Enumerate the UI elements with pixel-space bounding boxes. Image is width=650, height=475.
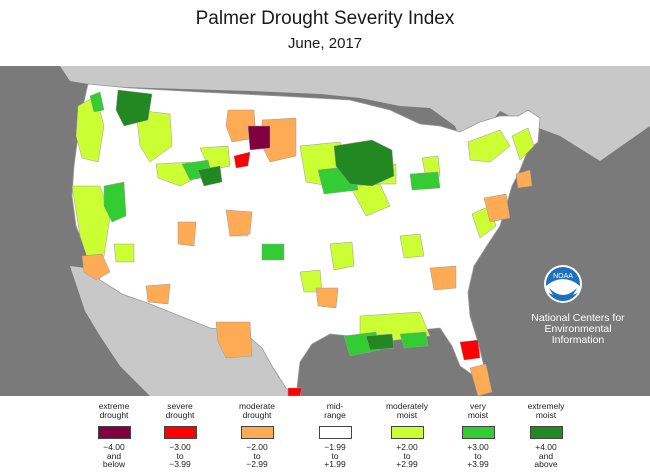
moderately-moist-regions <box>71 95 535 343</box>
legend-item-mid-range: mid-range −1.99 to +1.99 <box>290 402 380 469</box>
moderate-drought-regions <box>81 109 533 396</box>
map-svg <box>60 66 650 396</box>
us-drought-map <box>0 66 650 396</box>
legend-swatch <box>240 426 274 439</box>
legend-item-moderate-drought: moderate drought −2.00 to −2.99 <box>239 401 275 470</box>
legend-swatch <box>163 426 197 439</box>
severe-drought-regions <box>233 151 481 396</box>
legend-item-very-moist: very moist +3.00 to +3.99 <box>433 402 523 469</box>
credit-line-1: National Centers for <box>531 312 625 324</box>
mexico-land <box>70 266 300 396</box>
extreme-drought-regions <box>247 125 271 151</box>
ncei-credit: National Centers for Environmental Infor… <box>508 313 648 346</box>
legend-swatch <box>461 426 495 439</box>
noaa-emblem-icon: NOAA <box>544 265 582 303</box>
legend: extreme drought −4.00 and below severe droug… <box>0 402 650 475</box>
map-title: Palmer Drought Severity Index <box>195 8 455 29</box>
legend-swatch <box>97 426 131 439</box>
map-subtitle: June, 2017 <box>287 35 363 52</box>
extremely-moist-regions <box>115 89 395 351</box>
noaa-logo: NOAA <box>543 264 583 304</box>
credit-line-3: Information <box>551 334 605 346</box>
legend-item-extremely-moist: extremely moist +4.00 and above <box>527 401 565 470</box>
legend-swatch <box>529 426 563 439</box>
canada-land <box>60 66 650 161</box>
legend-item-severe-drought: severe drought −3.00 to −3.99 <box>135 402 225 469</box>
noaa-logo-text: NOAA <box>553 273 573 280</box>
legend-item-moderately-moist: moderately moist +2.00 to +2.99 <box>385 401 429 470</box>
credit-line-2: Environmental <box>544 323 612 335</box>
legend-item-extreme-drought: extreme drought −4.00 and below <box>97 401 131 470</box>
legend-swatch <box>390 426 424 439</box>
legend-swatch <box>318 426 352 439</box>
